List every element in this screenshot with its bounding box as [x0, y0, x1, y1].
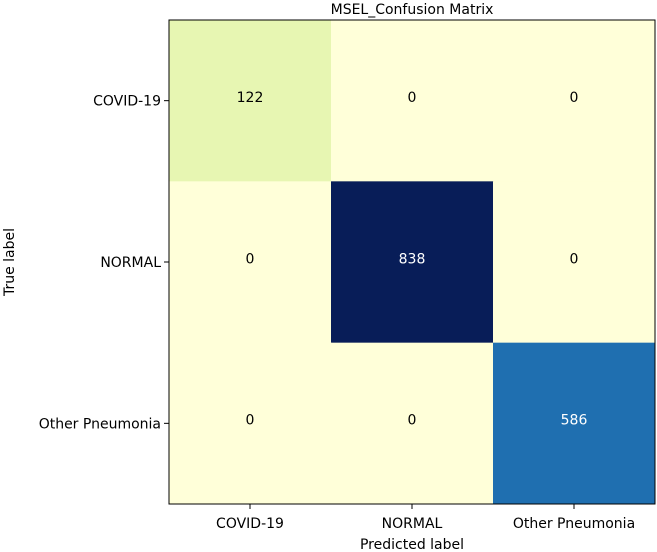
heatmap-cell: [493, 181, 656, 344]
x-axis-ticks: COVID-19 NORMAL Other Pneumonia: [216, 504, 635, 532]
heatmap-cell: [331, 342, 494, 505]
heatmap-cell: [493, 342, 656, 505]
x-tick-label: NORMAL: [382, 516, 443, 532]
cell-value-label: 122: [237, 90, 264, 106]
y-axis-ticks: COVID-19 NORMAL Other Pneumonia: [39, 94, 169, 432]
heatmap-cell: [169, 20, 332, 182]
heatmap-cell: [331, 20, 494, 182]
chart-title: MSEL_Confusion Matrix: [331, 2, 494, 18]
y-tick-label: Other Pneumonia: [39, 416, 161, 432]
cell-value-label: 0: [408, 413, 417, 429]
heatmap-cell: [169, 342, 332, 505]
y-tick-label: COVID-19: [93, 94, 161, 110]
heatmap-cell: [169, 181, 332, 344]
cell-value-label: 0: [246, 251, 255, 267]
x-tick-label: Other Pneumonia: [513, 516, 635, 532]
y-axis-label: True label: [2, 228, 18, 297]
cell-value-label: 586: [561, 413, 588, 429]
x-tick-label: COVID-19: [216, 516, 284, 532]
heatmap-cell: [331, 181, 494, 344]
cell-value-label: 0: [246, 413, 255, 429]
heatmap-cell: [493, 20, 656, 182]
cell-value-label: 838: [399, 251, 426, 267]
heatmap-cells: 122 0 0 0 838 0 0 0 586: [169, 20, 656, 505]
y-tick-label: NORMAL: [100, 255, 161, 271]
cell-value-label: 0: [570, 90, 579, 106]
cell-value-label: 0: [570, 251, 579, 267]
cell-value-label: 0: [408, 90, 417, 106]
x-axis-label: Predicted label: [360, 537, 464, 552]
